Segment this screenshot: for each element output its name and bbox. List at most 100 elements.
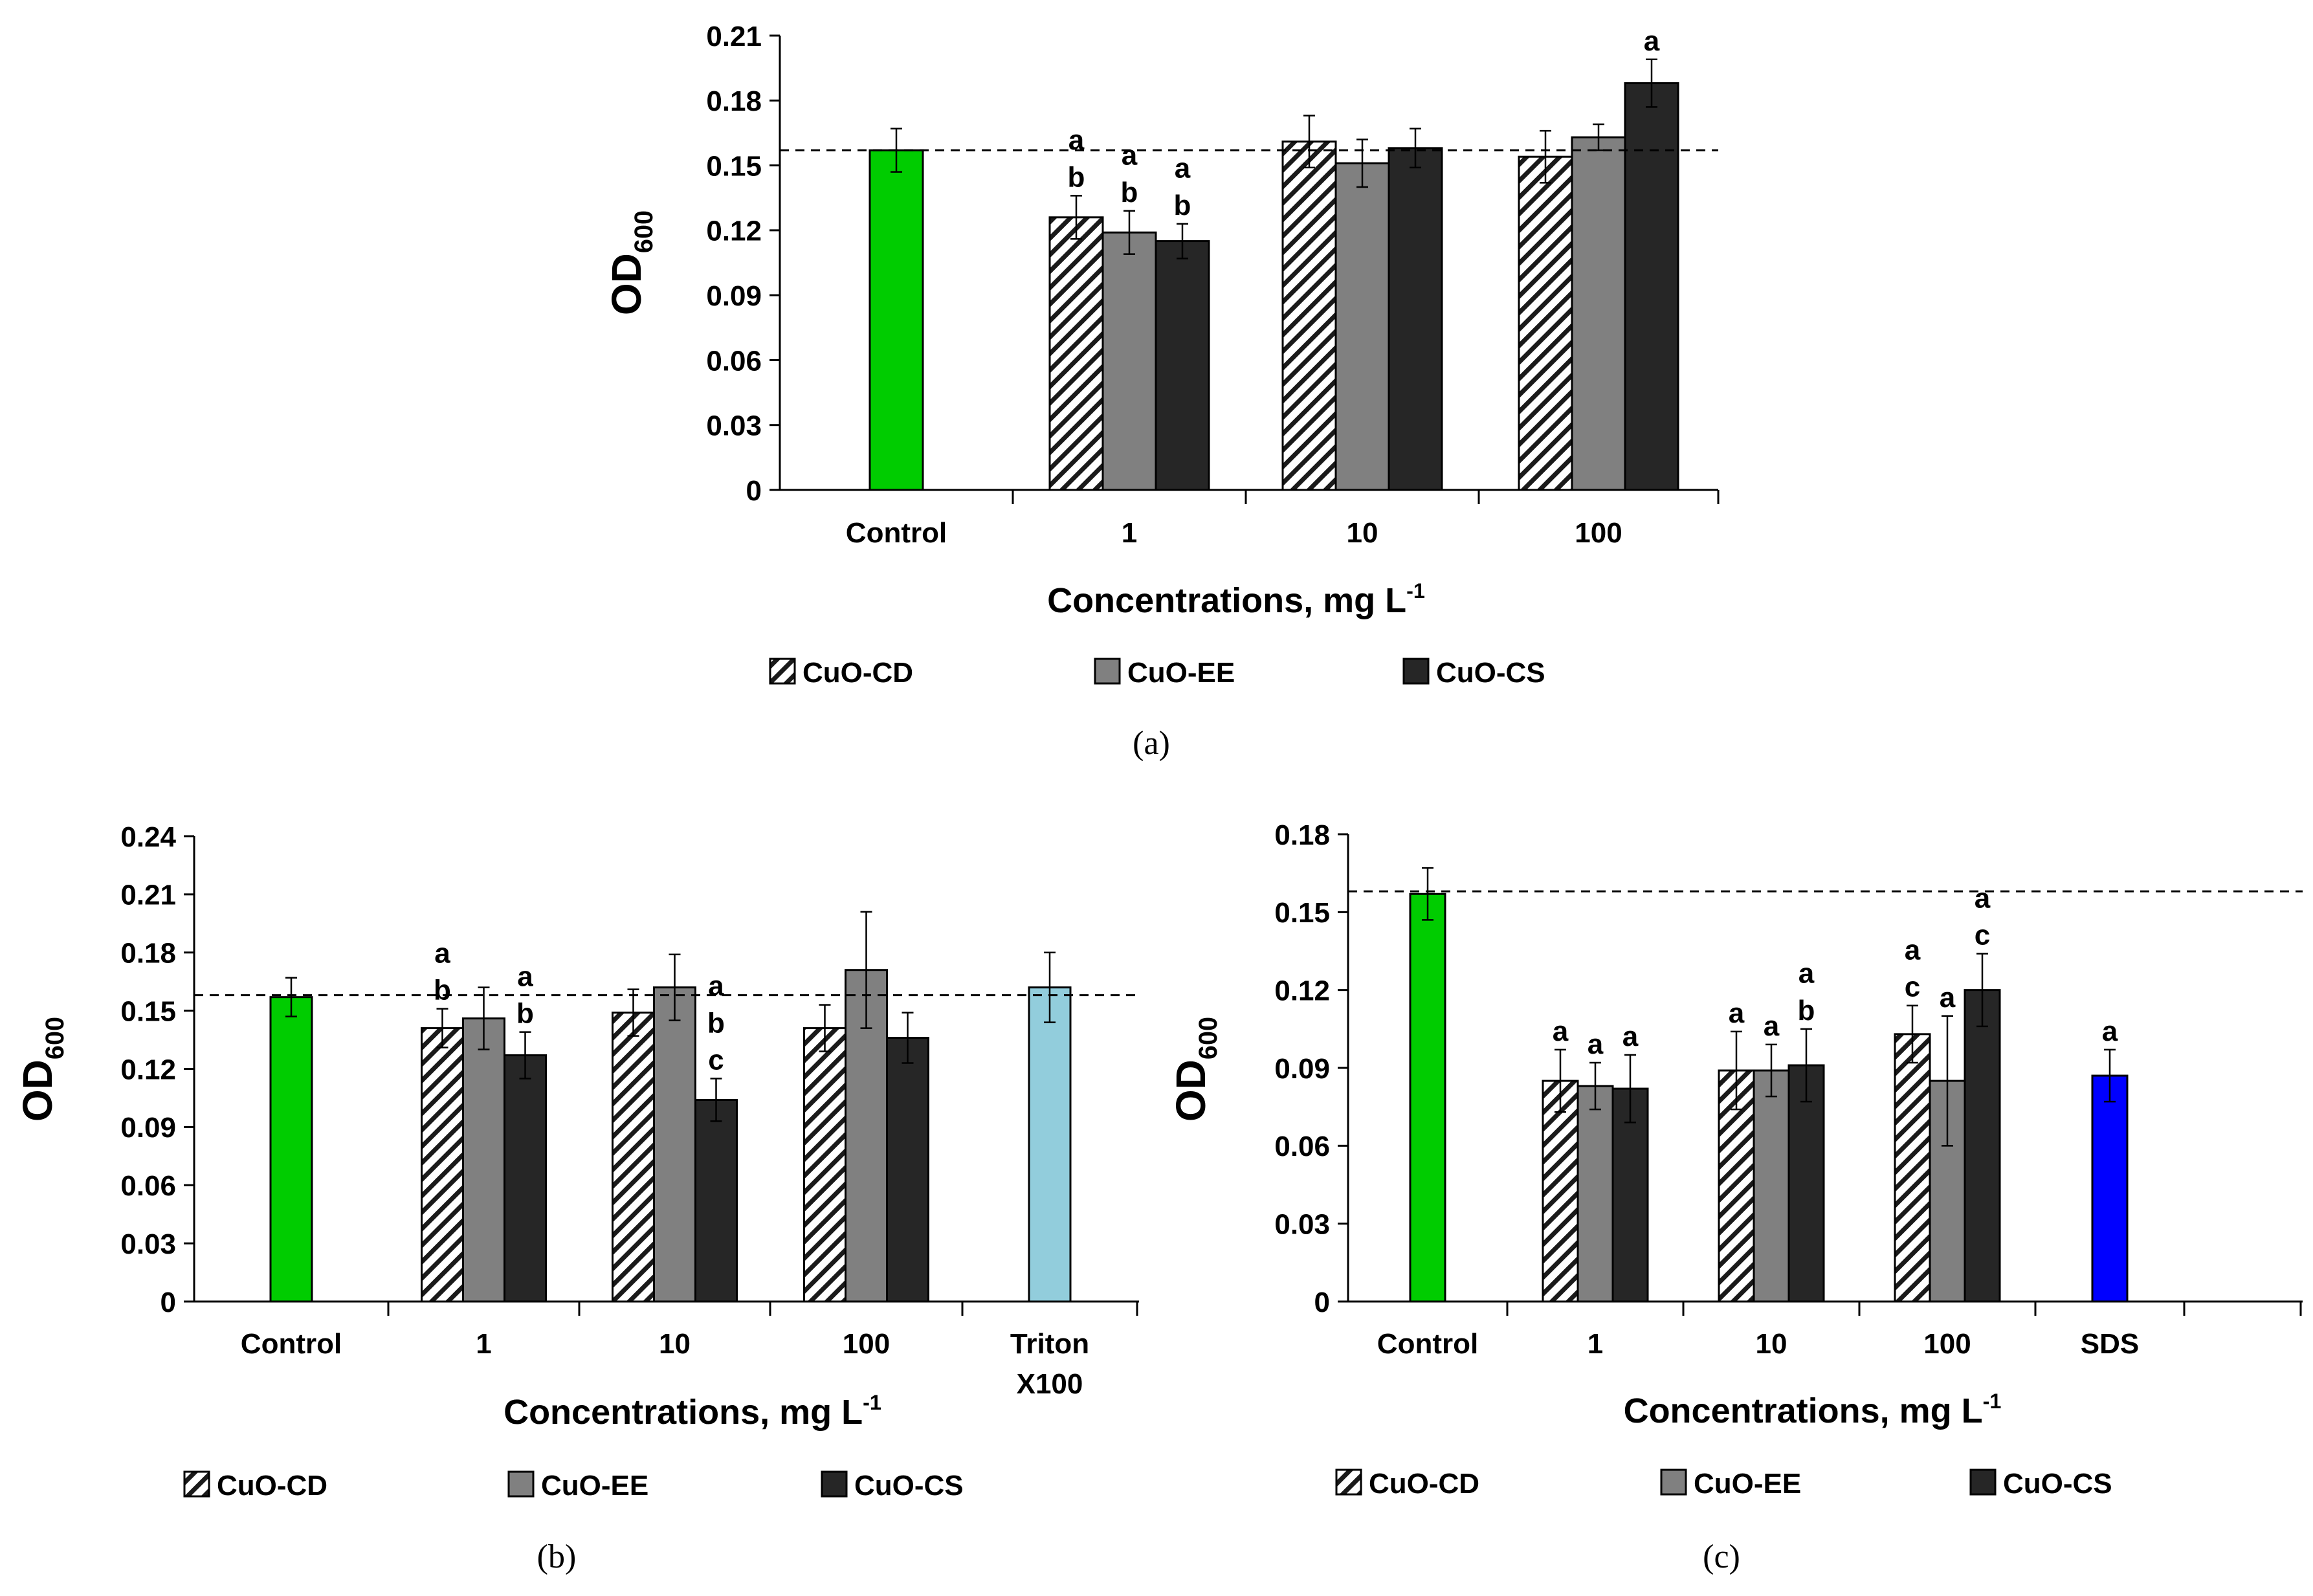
y-tick-label: 0.12 [120,1054,176,1085]
x-axis-label-sup: -1 [1983,1390,2002,1413]
x-tick-label: 1 [1588,1328,1603,1360]
y-tick-label: 0.21 [120,880,176,911]
y-axis-label: OD600 [14,1017,69,1122]
bar-cuo-cd [1894,1033,1931,1303]
y-axis-label: OD600 [1168,1017,1223,1122]
y-tick-label: 0 [1314,1287,1330,1318]
panel-caption: (c) [1703,1538,1740,1575]
bar-cuo-cs [1964,989,2001,1303]
legend-swatch-cuo-ee [1660,1469,1687,1496]
significance-letter: a [1553,1015,1569,1047]
bar-cuo-cd [1281,140,1337,491]
legend-label: CuO-CS [1436,657,1545,689]
bar-cuo-ee [1101,231,1157,491]
panel-b-chart: 0 0.03 0.06 0.09 0.12 0.15 0.18 0.21 0.24 Control… [14,821,1139,1575]
y-axis-label-sub: 600 [1194,1017,1223,1059]
x-axis-label: Concentrations, mg L-1 [1047,579,1425,620]
x-tick-label: 10 [1347,517,1378,549]
y-tick-label: 0.09 [1274,1053,1330,1085]
bar-cuo-cd [1048,216,1104,491]
x-axis-label-main: Concentrations, mg L [1624,1391,1983,1430]
bar-cuo-cs [504,1054,547,1303]
bar-cuo-cs [694,1098,738,1303]
x-tick-label: Control [241,1328,342,1360]
significance-letter: a [434,937,450,969]
significance-letter: c [1905,971,1920,1003]
y-tick-label: 0.15 [1274,897,1330,929]
y-tick-label: 0.15 [706,150,762,182]
x-tick-label: Triton [1010,1328,1089,1360]
significance-letter: b [1798,995,1815,1026]
y-tick-label: 0.21 [706,21,762,52]
significance-letter: a [517,960,533,992]
x-tick-label: 10 [1756,1328,1787,1360]
significance-letter: a [1975,882,1991,914]
significance-letter: b [1174,190,1191,221]
bar-cuo-cs [1388,147,1443,491]
x-axis-label-main: Concentrations, mg L [504,1393,863,1432]
legend-swatch-cuo-cs [1402,658,1430,685]
legend-label: CuO-EE [1694,1468,1801,1500]
legend-swatch-cuo-ee [1094,658,1121,685]
legend-label: CuO-CS [2003,1468,2112,1500]
y-tick-label: 0.06 [120,1170,176,1202]
y-axis-label-main: OD [603,253,650,315]
x-tick-label: SDS [2081,1328,2139,1360]
legend-label: CuO-EE [1127,657,1235,689]
x-axis-label: Concentrations, mg L-1 [1624,1390,2002,1430]
y-tick-label: 0.24 [120,821,176,853]
legend-swatch-cuo-cd [769,658,796,685]
bar-cuo-ee [1334,162,1390,491]
x-axis-label-main: Concentrations, mg L [1047,581,1406,620]
y-tick-label: 0.18 [1274,819,1330,851]
significance-letter: a [1764,1010,1780,1042]
y-tick-label: 0.03 [120,1228,176,1260]
legend-label: CuO-EE [541,1470,648,1502]
legend-swatch-cuo-cs [1969,1469,1997,1496]
significance-letter: a [1905,935,1921,966]
panel-caption: (a) [1133,725,1170,762]
y-tick-label: 0.12 [706,216,762,247]
bar-cuo-cd [612,1012,655,1303]
x-tick-label: 1 [1122,517,1137,549]
significance-letter: a [1175,153,1191,184]
y-tick-label: 0.12 [1274,975,1330,1007]
bar-cuo-cd [1518,155,1573,491]
x-tick-label: Control [1377,1328,1478,1360]
significance-letter: a [1729,997,1745,1029]
bar-cuo-ee [1577,1085,1614,1303]
legend-label: CuO-CS [854,1470,964,1502]
x-axis-label-sup: -1 [1406,579,1425,603]
significance-letter: a [1622,1021,1639,1052]
legend-label: CuO-CD [1369,1468,1479,1500]
significance-letter: b [707,1007,725,1039]
x-tick-label: Control [846,517,947,549]
legend-label: CuO-CD [217,1470,327,1502]
x-tick-label: 100 [1923,1328,1971,1360]
bar-cuo-ee [1571,136,1626,491]
bar-control [869,149,924,491]
y-axis-label-sub: 600 [41,1017,69,1059]
bar-cuo-ee [653,986,696,1303]
x-tick-label: 1 [476,1328,491,1360]
bar-cuo-cd [1542,1080,1579,1303]
x-tick-label: 10 [659,1328,691,1360]
bar-cuo-cs [1155,240,1210,491]
legend-label: CuO-CD [802,657,913,689]
y-axis-label: OD600 [603,210,658,315]
significance-letter: b [516,998,534,1030]
significance-letter: b [434,975,451,1006]
y-tick-label: 0.18 [706,85,762,117]
bar-sds [2091,1074,2129,1303]
significance-letter: a [1644,25,1660,57]
x-tick-label: 100 [843,1328,890,1360]
y-tick-label: 0.15 [120,995,176,1027]
y-axis-label-main: OD [14,1059,61,1122]
bar-cuo-ee [1753,1069,1790,1303]
y-tick-label: 0.06 [706,345,762,377]
x-tick-label: X100 [1017,1368,1083,1400]
bar-cuo-cs [1624,82,1679,491]
significance-letter: b [1068,161,1085,193]
